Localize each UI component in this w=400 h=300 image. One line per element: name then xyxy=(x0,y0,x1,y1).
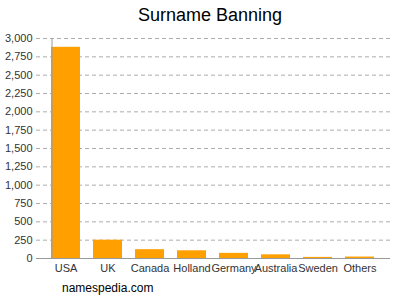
svg-text:500: 500 xyxy=(14,215,32,227)
svg-text:Others: Others xyxy=(343,262,377,274)
svg-text:1,750: 1,750 xyxy=(5,124,33,136)
svg-text:750: 750 xyxy=(14,197,32,209)
svg-text:Sweden: Sweden xyxy=(298,262,338,274)
svg-text:2,750: 2,750 xyxy=(5,50,33,62)
svg-text:1,250: 1,250 xyxy=(5,160,33,172)
svg-text:Holland: Holland xyxy=(173,262,210,274)
svg-text:3,000: 3,000 xyxy=(5,32,33,44)
svg-text:2,500: 2,500 xyxy=(5,69,33,81)
svg-text:Australia: Australia xyxy=(255,262,299,274)
svg-text:0: 0 xyxy=(26,252,32,264)
svg-text:1,500: 1,500 xyxy=(5,142,33,154)
svg-text:Canada: Canada xyxy=(131,262,170,274)
html-text:namespedia.com: namespedia.com xyxy=(62,281,154,295)
svg-text:Germany: Germany xyxy=(211,262,257,274)
svg-text:UK: UK xyxy=(100,262,116,274)
svg-text:250: 250 xyxy=(14,234,32,246)
svg-text:USA: USA xyxy=(55,262,78,274)
svg-text:2,000: 2,000 xyxy=(5,105,33,117)
html-text:Surname Banning: Surname Banning xyxy=(137,5,282,25)
svg-text:2,250: 2,250 xyxy=(5,87,33,99)
svg-text:1,000: 1,000 xyxy=(5,179,33,191)
